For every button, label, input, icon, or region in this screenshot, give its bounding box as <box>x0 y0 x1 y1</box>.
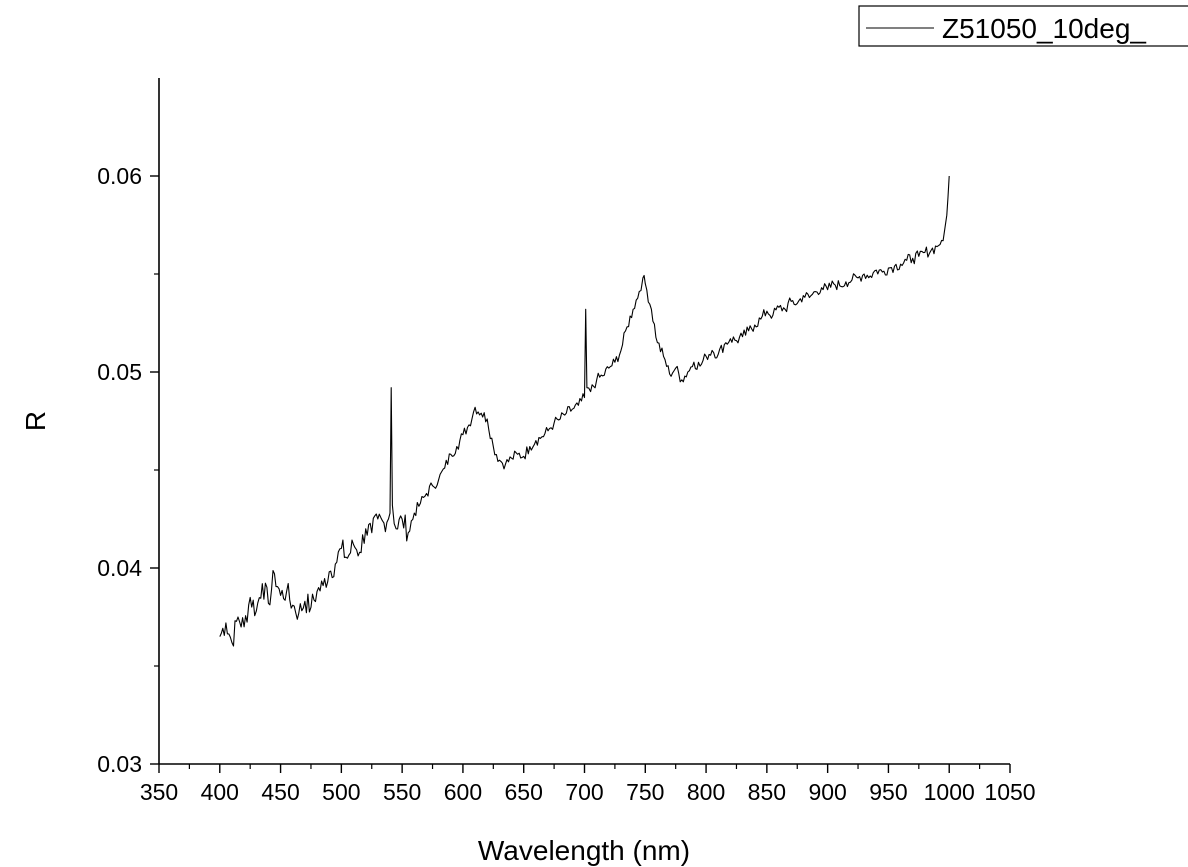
x-tick-label: 500 <box>322 779 360 805</box>
x-tick-label: 750 <box>626 779 664 805</box>
y-axis-title: R <box>20 411 51 431</box>
x-tick-label: 850 <box>748 779 786 805</box>
y-tick-label: 0.06 <box>97 163 142 189</box>
y-tick-label: 0.05 <box>97 359 142 385</box>
x-tick-label: 450 <box>261 779 299 805</box>
x-tick-label: 350 <box>140 779 178 805</box>
y-ticks: 0.03 0.04 0.05 0.06 <box>97 163 159 777</box>
x-ticks: 350 400 450 500 550 600 650 700 750 800 850 900 950 1… <box>140 764 1036 805</box>
x-tick-label: 900 <box>808 779 846 805</box>
x-tick-label: 700 <box>565 779 603 805</box>
x-tick-label: 1050 <box>984 779 1035 805</box>
x-tick-label: 550 <box>383 779 421 805</box>
x-tick-label: 600 <box>444 779 482 805</box>
y-tick-label: 0.03 <box>97 751 142 777</box>
x-tick-label: 800 <box>687 779 725 805</box>
legend-box <box>858 5 1188 47</box>
y-tick-label: 0.04 <box>97 555 142 581</box>
axes <box>158 78 1010 765</box>
x-tick-label: 950 <box>869 779 907 805</box>
x-tick-label: 650 <box>505 779 543 805</box>
x-axis-title: Wavelength (nm) <box>478 835 690 866</box>
series-layer <box>219 175 950 647</box>
series-line <box>219 175 950 647</box>
x-tick-label: 1000 <box>924 779 975 805</box>
legend-label: Z51050_10deg_ <box>942 13 1146 44</box>
x-tick-label: 400 <box>201 779 239 805</box>
legend: Z51050_10deg_ <box>858 5 1188 47</box>
